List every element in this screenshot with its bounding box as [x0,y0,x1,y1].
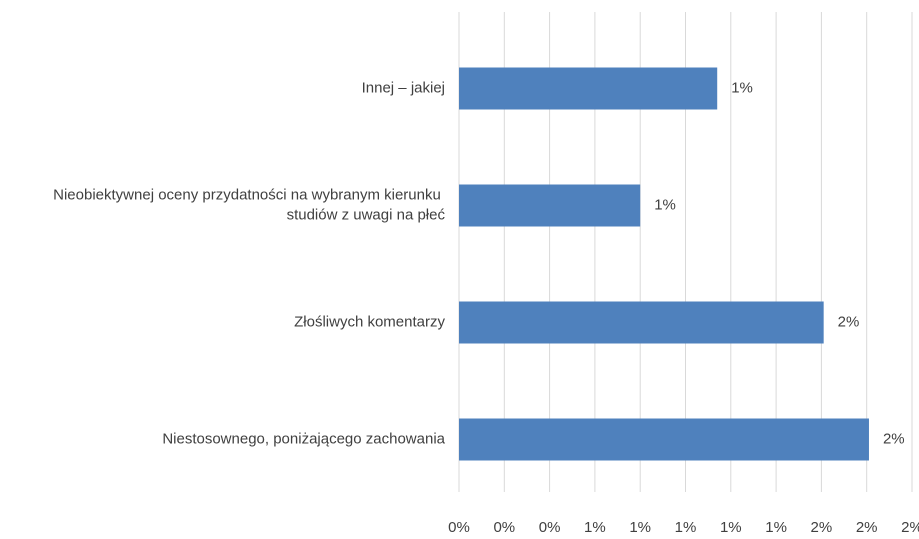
y-tick-label: Innej – jakiej [362,79,445,96]
x-tick-label: 0% [448,519,470,536]
x-tick-label: 2% [856,519,878,536]
y-tick-label: Złośliwych komentarzy [294,313,445,330]
bar [459,418,869,461]
x-tick-label: 2% [811,519,833,536]
y-tick-label: Nieobiektywnej oceny przydatności na wyb… [53,186,445,223]
x-tick-label: 1% [765,519,787,536]
x-tick-label: 0% [539,519,561,536]
value-label: 1% [731,79,753,96]
x-tick-label: 1% [584,519,606,536]
x-tick-label: 1% [675,519,697,536]
bar [459,184,641,227]
value-label: 2% [883,430,905,447]
bar [459,67,718,110]
x-tick-label: 1% [720,519,742,536]
x-tick-label: 0% [493,519,515,536]
x-tick-label: 1% [629,519,651,536]
x-tick-label: 2% [901,519,919,536]
value-label: 2% [838,313,860,330]
y-tick-label: Niestosownego, poniżającego zachowania [162,430,445,447]
bar [459,301,824,344]
value-label: 1% [654,196,676,213]
